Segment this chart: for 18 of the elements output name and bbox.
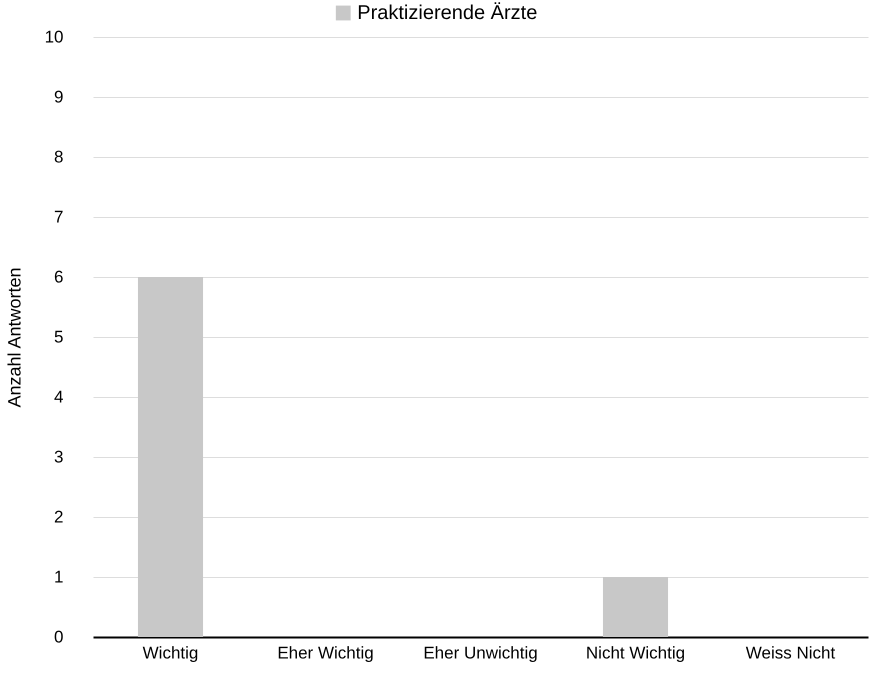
- legend-label: Praktizierende Ärzte: [357, 2, 538, 24]
- y-tick-label: 10: [44, 28, 64, 46]
- x-tick-label: Eher Unwichtig: [423, 644, 538, 662]
- x-tick-label: Wichtig: [142, 644, 198, 662]
- y-tick-label: 2: [54, 508, 64, 526]
- y-tick-label: 9: [54, 88, 64, 106]
- y-tick-label: 4: [54, 388, 64, 406]
- y-tick-label: 0: [54, 628, 64, 646]
- x-tick-label: Eher Wichtig: [277, 644, 374, 662]
- y-tick-label: 5: [54, 328, 64, 346]
- y-tick-label: 3: [54, 448, 64, 466]
- x-tick-label: Weiss Nicht: [746, 644, 836, 662]
- y-tick-label: 7: [54, 208, 64, 226]
- y-tick-label: 6: [54, 268, 64, 286]
- x-tick-label: Nicht Wichtig: [586, 644, 686, 662]
- y-axis-title: Anzahl Antworten: [4, 267, 25, 408]
- y-tick-label: 8: [54, 148, 64, 166]
- y-tick-label: 1: [54, 568, 64, 586]
